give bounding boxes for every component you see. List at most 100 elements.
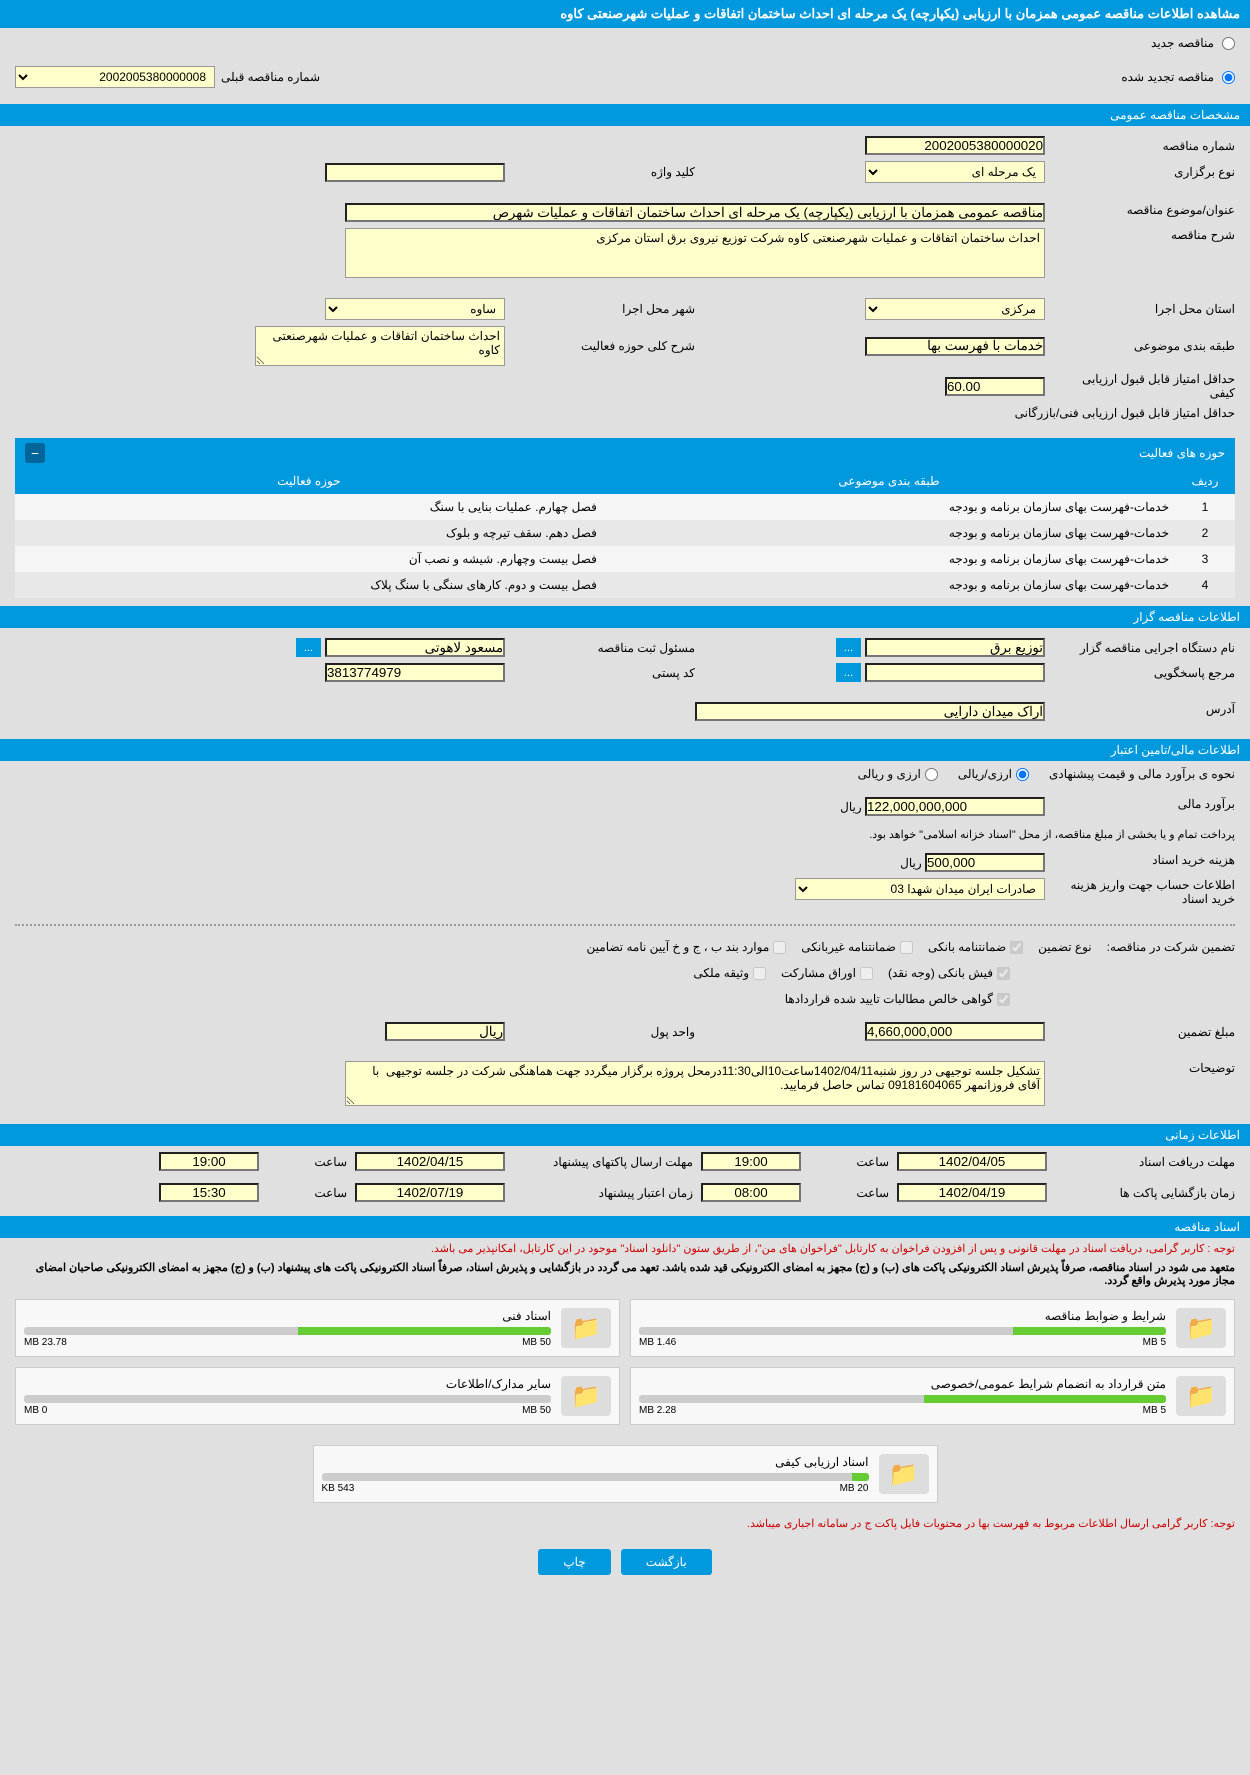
category-input[interactable] [865, 337, 1045, 356]
doc-deadline-label: مهلت دریافت اسناد [1055, 1155, 1235, 1169]
postal-label: کد پستی [515, 666, 695, 680]
print-button[interactable]: چاپ [538, 1549, 610, 1575]
lbl-property: وثیقه ملکی [693, 966, 749, 980]
lbl-stock: اوراق مشارکت [781, 966, 856, 980]
cb-stock [860, 967, 873, 980]
cb-other [773, 941, 786, 954]
payment-note: پرداخت تمام و یا بخشی از مبلغ مناقصه، از… [0, 826, 1250, 843]
currency-rial-label: ارزی/ریالی [958, 767, 1012, 781]
time1-input[interactable] [701, 1152, 801, 1171]
lbl-bank: ضمانتنامه بانکی [928, 940, 1006, 954]
quality-score-input[interactable] [945, 377, 1045, 396]
cb-bank [1010, 941, 1023, 954]
section-financial: اطلاعات مالی/تامین اعتبار [0, 739, 1250, 761]
document-box[interactable]: 📁 اسناد ارزیابی کیفی 20 MB543 KB [313, 1445, 938, 1503]
new-tender-label: مناقصه جدید [1151, 36, 1214, 50]
doc-deadline-input[interactable] [897, 1152, 1047, 1171]
activity-desc-textarea[interactable]: احداث ساختمان اتفاقات و عملیات شهرصنعتی … [255, 326, 505, 366]
lbl-nonbank: ضمانتنامه غیربانکی [801, 940, 896, 954]
title-input[interactable] [345, 203, 1045, 222]
city-select[interactable]: ساوه [325, 298, 505, 320]
section-general: مشخصات مناقصه عمومی [0, 104, 1250, 126]
keyword-input[interactable] [325, 163, 505, 182]
document-box[interactable]: 📁 متن قرارداد به انضمام شرایط عمومی/خصوص… [630, 1367, 1235, 1425]
validity-label: زمان اعتبار پیشنهاد [513, 1186, 693, 1200]
activity-table: ردیف طبقه بندی موضوعی حوزه فعالیت 1خدمات… [15, 468, 1235, 598]
th-category: طبقه بندی موضوعی [603, 468, 1175, 494]
doc-name: اسناد ارزیابی کیفی [322, 1455, 869, 1469]
guarantee-type-label2: نوع تضمین [1038, 940, 1091, 954]
renewed-tender-radio[interactable] [1222, 71, 1235, 84]
time3-input[interactable] [701, 1183, 801, 1202]
document-box[interactable]: 📁 اسناد فنی 50 MB23.78 MB [15, 1299, 620, 1357]
guarantee-type-label: تضمین شرکت در مناقصه: [1107, 940, 1235, 954]
table-row: 2خدمات-فهرست بهای سازمان برنامه و بودجهف… [15, 520, 1235, 546]
time4-input[interactable] [159, 1183, 259, 1202]
exec-name-input[interactable] [865, 638, 1045, 657]
cb-nonbank [900, 941, 913, 954]
section-documents: اسناد مناقصه [0, 1216, 1250, 1238]
title-label: عنوان/موضوع مناقصه [1055, 203, 1235, 217]
renewed-tender-label: مناقصه تجدید شده [1121, 70, 1214, 84]
time2-input[interactable] [159, 1152, 259, 1171]
exec-name-label: نام دستگاه اجرایی مناقصه گزار [1055, 641, 1235, 655]
collapse-button[interactable]: − [25, 443, 45, 463]
currency-rial-radio[interactable] [1016, 768, 1029, 781]
reg-more-button[interactable]: ... [296, 638, 321, 657]
doc-cost-input[interactable] [925, 853, 1045, 872]
doc-name: شرایط و ضوابط مناقصه [639, 1309, 1166, 1323]
desc-label: شرح مناقصه [1055, 228, 1235, 242]
packet-deadline-input[interactable] [355, 1152, 505, 1171]
notes-textarea[interactable]: تشکیل جلسه توجیهی در روز شنبه1402/04/11س… [345, 1061, 1045, 1106]
postal-input[interactable] [325, 663, 505, 682]
tech-score-label: حداقل امتیاز قابل قبول ارزیابی فنی/بازرگ… [705, 406, 1235, 420]
currency-both-label: ارزی و ریالی [858, 767, 921, 781]
tender-number-input[interactable] [865, 136, 1045, 155]
th-activity: حوزه فعالیت [15, 468, 603, 494]
new-tender-radio[interactable] [1222, 37, 1235, 50]
document-box[interactable]: 📁 شرایط و ضوابط مناقصه 5 MB1.46 MB [630, 1299, 1235, 1357]
page-title: مشاهده اطلاعات مناقصه عمومی همزمان با ار… [0, 0, 1250, 28]
guarantee-amount-input[interactable] [865, 1022, 1045, 1041]
validity-input[interactable] [355, 1183, 505, 1202]
address-label: آدرس [1055, 702, 1235, 716]
estimate-input[interactable] [865, 797, 1045, 816]
folder-icon: 📁 [561, 1308, 611, 1348]
city-label: شهر محل اجرا [515, 302, 695, 316]
cb-cert [997, 993, 1010, 1006]
address-input[interactable] [695, 702, 1045, 721]
time3-label: ساعت [809, 1186, 889, 1200]
keyword-label: کلید واژه [515, 165, 695, 179]
activity-desc-label: شرح کلی حوزه فعالیت [515, 339, 695, 353]
hold-type-select[interactable]: یک مرحله ای [865, 161, 1045, 183]
quality-score-label: حداقل امتیاز قابل قبول ارزیابی کیفی [1055, 372, 1235, 400]
currency-unit-label: واحد پول [515, 1025, 695, 1039]
folder-icon: 📁 [879, 1454, 929, 1494]
document-box[interactable]: 📁 سایر مدارک/اطلاعات 50 MB0 MB [15, 1367, 620, 1425]
time1-label: ساعت [809, 1155, 889, 1169]
reg-person-input[interactable] [325, 638, 505, 657]
prev-tender-select[interactable]: 2002005380000008 [15, 66, 215, 88]
doc-cost-label: هزینه خرید اسناد [1055, 853, 1235, 867]
response-more-button[interactable]: ... [836, 663, 861, 682]
currency-both-radio[interactable] [925, 768, 938, 781]
account-select[interactable]: صادرات ایران میدان شهدا 03 [795, 878, 1045, 900]
back-button[interactable]: بازگشت [621, 1549, 712, 1575]
packet-deadline-label: مهلت ارسال پاکتهای پیشنهاد [513, 1155, 693, 1169]
cb-cash [997, 967, 1010, 980]
opening-input[interactable] [897, 1183, 1047, 1202]
desc-textarea[interactable]: احداث ساختمان اتفاقات و عملیات شهرصنعتی … [345, 228, 1045, 278]
folder-icon: 📁 [1176, 1376, 1226, 1416]
currency-unit-input[interactable] [385, 1022, 505, 1041]
province-select[interactable]: مرکزی [865, 298, 1045, 320]
doc-name: اسناد فنی [24, 1309, 551, 1323]
activity-table-title: حوزه های فعالیت [1139, 446, 1225, 460]
lbl-other: موارد بند ب ، ج و خ آیین نامه تضامین [587, 940, 770, 954]
doc-name: متن قرارداد به انضمام شرایط عمومی/خصوصی [639, 1377, 1166, 1391]
response-input[interactable] [865, 663, 1045, 682]
section-organizer: اطلاعات مناقصه گزار [0, 606, 1250, 628]
estimate-label: برآورد مالی [1055, 797, 1235, 811]
folder-icon: 📁 [1176, 1308, 1226, 1348]
exec-more-button[interactable]: ... [836, 638, 861, 657]
th-row: ردیف [1175, 468, 1235, 494]
